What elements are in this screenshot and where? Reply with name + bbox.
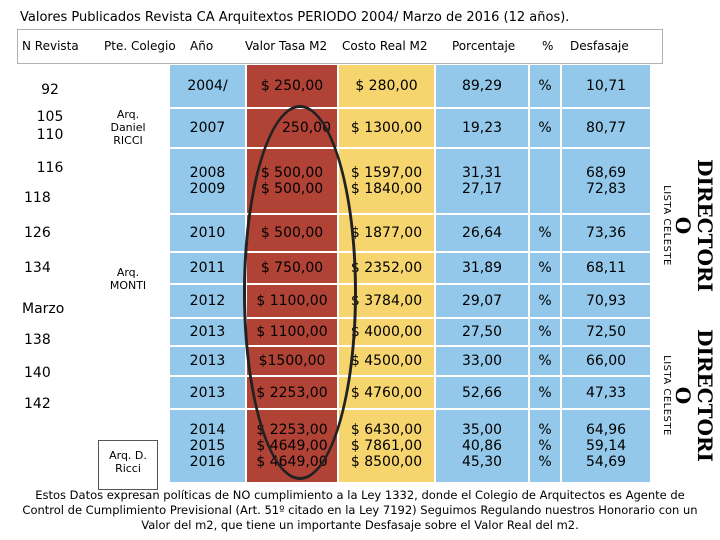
header-costo-real: Costo Real M2 [342, 39, 428, 53]
costo-cell: $ 1597,00 $ 1840,00 [339, 149, 434, 213]
side-title-bottom: DIRECTORI O [670, 328, 717, 462]
footer-note: Estos Datos expresan políticas de NO cum… [22, 488, 698, 532]
revista-number: 126 [24, 225, 51, 241]
desfasaje-cell: 80,77 [562, 109, 650, 147]
header-box [17, 29, 663, 64]
revista-number: 140 [24, 365, 51, 381]
desfasaje-cell: 64,96 59,14 54,69 [562, 410, 650, 482]
revista-number: 142 [24, 396, 51, 412]
side-subtitle-bottom: LISTA CELESTE [660, 354, 672, 436]
year-cell: 2013 [170, 347, 245, 375]
tasa-cell: $ 250,00 [247, 65, 337, 107]
header-pct: % [542, 39, 554, 53]
desfasaje-cell: 66,00 [562, 347, 650, 375]
year-cell: 2004/ [170, 65, 245, 107]
desfasaje-cell: 70,93 [562, 285, 650, 317]
revista-number: 138 [24, 332, 51, 348]
pct-cell: % [530, 109, 560, 147]
revista-number: 118 [24, 190, 51, 206]
porcentaje-cell: 33,00 [436, 347, 528, 375]
side-title-top: DIRECTORI O [670, 158, 717, 292]
pct-cell: % [530, 347, 560, 375]
presidente-label: Arq. MONTI [98, 266, 158, 292]
desfasaje-cell: 72,50 [562, 319, 650, 345]
porcentaje-cell: 19,23 [436, 109, 528, 147]
pct-cell: % [530, 319, 560, 345]
pct-cell: % [530, 253, 560, 283]
highlight-oval [243, 105, 357, 480]
revista-number: 116 [36, 160, 64, 176]
pct-cell [530, 149, 560, 213]
revista-number: 105 110 [36, 109, 64, 143]
desfasaje-cell: 10,71 [562, 65, 650, 107]
header-desfasaje: Desfasaje [570, 39, 629, 53]
costo-cell: $ 6430,00 $ 7861,00 $ 8500,00 [339, 410, 434, 482]
year-cell: 2013 [170, 377, 245, 408]
costo-cell: $ 1300,00 [339, 109, 434, 147]
year-cell: 2007 [170, 109, 245, 147]
desfasaje-cell: 73,36 [562, 215, 650, 251]
year-cell: 2014 2015 2016 [170, 410, 245, 482]
header-pte-colegio: Pte. Colegio [104, 39, 176, 53]
header-valor-tasa: Valor Tasa M2 [245, 39, 328, 53]
year-cell: 2008 2009 [170, 149, 245, 213]
costo-cell: $ 4500,00 [339, 347, 434, 375]
year-cell: 2013 [170, 319, 245, 345]
pct-cell: % [530, 377, 560, 408]
porcentaje-cell: 89,29 [436, 65, 528, 107]
header-porcentaje: Porcentaje [452, 39, 516, 53]
porcentaje-cell: 27,50 [436, 319, 528, 345]
header-n-revista: N Revista [22, 39, 79, 53]
pct-cell: % [530, 285, 560, 317]
desfasaje-cell: 68,11 [562, 253, 650, 283]
page-title: Valores Publicados Revista CA Arquitexto… [20, 10, 570, 25]
porcentaje-cell: 31,31 27,17 [436, 149, 528, 213]
side-label-bottom: DIRECTORI O LISTA CELESTE [660, 320, 717, 470]
desfasaje-cell: 47,33 [562, 377, 650, 408]
porcentaje-cell: 26,64 [436, 215, 528, 251]
porcentaje-cell: 35,00 40,86 45,30 [436, 410, 528, 482]
year-cell: 2011 [170, 253, 245, 283]
costo-cell: $ 280,00 [339, 65, 434, 107]
year-cell: 2012 [170, 285, 245, 317]
revista-number: 134 [24, 260, 51, 276]
revista-marzo: Marzo [22, 301, 65, 317]
revista-number: 92 [41, 82, 59, 98]
pct-cell: % [530, 65, 560, 107]
pct-cell: % % % [530, 410, 560, 482]
presidente-label: Arq. D. Ricci [98, 440, 158, 490]
porcentaje-cell: 29,07 [436, 285, 528, 317]
year-cell: 2010 [170, 215, 245, 251]
header-ano: Año [190, 39, 214, 53]
presidente-label: Arq. Daniel RICCI [98, 108, 158, 147]
porcentaje-cell: 31,89 [436, 253, 528, 283]
costo-cell: $ 4760,00 [339, 377, 434, 408]
porcentaje-cell: 52,66 [436, 377, 528, 408]
desfasaje-cell: 68,69 72,83 [562, 149, 650, 213]
side-label-top: DIRECTORI O LISTA CELESTE [660, 150, 717, 300]
pct-cell: % [530, 215, 560, 251]
side-subtitle-top: LISTA CELESTE [660, 184, 672, 266]
